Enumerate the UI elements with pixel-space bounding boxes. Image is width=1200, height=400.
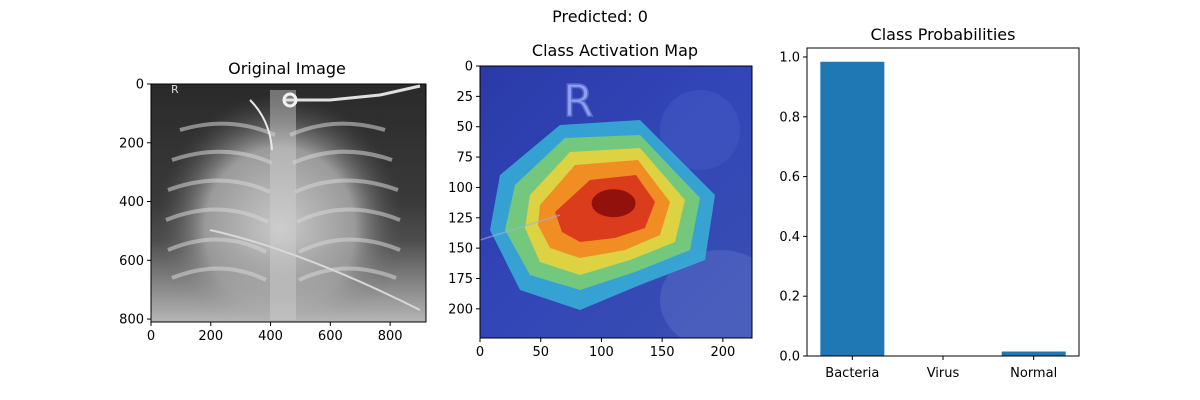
bar-normal [1001, 351, 1066, 356]
bar-series [820, 61, 1066, 356]
panel-2-y-tick-label: 200 [448, 302, 473, 317]
panel-1-title: Original Image [228, 59, 346, 78]
panel-3-y-tick-label: 0.8 [779, 110, 800, 125]
panel-2-y-tick-label: 150 [448, 242, 473, 257]
panel-1-y-tick-label: 200 [119, 136, 144, 151]
category-label-normal: Normal [1010, 366, 1057, 381]
cam-heatmap: R [480, 66, 752, 338]
panel-1-y-ticks: 0 200 400 600 800 [119, 78, 151, 328]
panel-1-y-tick-label: 0 [136, 78, 144, 93]
panel-3-y-tick-label: 1.0 [779, 50, 800, 65]
panel-2-y-tick-label: 25 [456, 90, 473, 105]
panel-1-x-tick-label: 800 [378, 329, 403, 344]
panel-2-y-tick-label: 100 [448, 181, 473, 196]
bar-bacteria [820, 61, 885, 356]
panel-2-x-tick-label: 0 [476, 345, 484, 360]
category-label-virus: Virus [927, 366, 960, 381]
cam-r-marker: R [563, 76, 594, 127]
panel-2-y-ticks: 0 25 50 75 100 125 150 175 200 [448, 60, 480, 317]
panel-1-x-tick-label: 600 [318, 329, 343, 344]
panel-original-image: Original Image R 0 200 400 600 800 [119, 59, 427, 344]
panel-3-y-tick-label: 0.4 [779, 230, 800, 245]
panel-1-x-tick-label: 400 [258, 329, 283, 344]
figure-suptitle: Predicted: 0 [552, 7, 648, 26]
panel-2-y-tick-label: 75 [456, 151, 473, 166]
panel-2-x-tick-label: 150 [650, 345, 675, 360]
panel-class-probabilities: Class Probabilities Bacteria Virus Normal … [779, 25, 1080, 381]
xray-image: R [151, 83, 426, 322]
panel-2-y-tick-label: 0 [465, 60, 473, 75]
panel-2-x-tick-label: 200 [710, 345, 735, 360]
panel-3-y-tick-label: 0.6 [779, 170, 800, 185]
panel-3-y-ticks: 0.0 0.2 0.4 0.6 0.8 1.0 [779, 50, 807, 365]
panel-3-y-tick-label: 0.0 [779, 350, 800, 365]
panel-2-x-ticks: 0 50 100 150 200 [476, 338, 735, 360]
panel-1-y-tick-label: 400 [119, 195, 144, 210]
category-label-bacteria: Bacteria [825, 366, 879, 381]
panel-3-title: Class Probabilities [871, 25, 1016, 44]
panel-2-x-tick-label: 100 [589, 345, 614, 360]
panel-2-x-tick-label: 50 [532, 345, 549, 360]
panel-1-x-tick-label: 200 [198, 329, 223, 344]
panel-3-y-tick-label: 0.2 [779, 290, 800, 305]
panel-1-y-tick-label: 600 [119, 254, 144, 269]
cam-hotspot [591, 189, 636, 218]
panel-2-y-tick-label: 175 [448, 272, 473, 287]
ribs [165, 121, 401, 282]
panel-2-y-tick-label: 125 [448, 211, 473, 226]
panel-1-x-ticks: 0 200 400 600 800 [147, 322, 403, 344]
panel-2-title: Class Activation Map [532, 41, 698, 60]
panel-3-x-ticks: Bacteria Virus Normal [825, 356, 1057, 381]
panel-2-y-tick-label: 50 [456, 120, 473, 135]
panel-1-y-tick-label: 800 [119, 313, 144, 328]
panel-class-activation-map: Class Activation Map R 0 50 100 150 200 0 25 5… [448, 41, 753, 360]
xray-r-marker: R [171, 83, 179, 96]
panel-1-x-tick-label: 0 [147, 329, 155, 344]
device-marker [282, 92, 298, 108]
